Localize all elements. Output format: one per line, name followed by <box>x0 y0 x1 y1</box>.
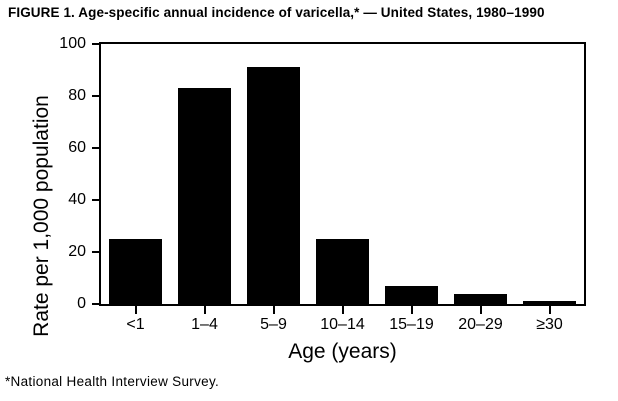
bar <box>177 88 232 304</box>
y-tick-label: 20 <box>68 243 86 260</box>
bar <box>108 239 163 304</box>
y-tick-mark <box>92 43 99 45</box>
y-tick-mark <box>92 303 99 305</box>
bar-slot-5–9 <box>239 44 308 304</box>
x-tick-label: ≥30 <box>536 316 563 333</box>
x-tick-label: 20–29 <box>458 316 503 333</box>
y-tick-label: 80 <box>68 87 86 104</box>
y-tick-mark <box>92 199 99 201</box>
x-tick-slot <box>446 306 515 314</box>
x-tick-mark <box>479 306 482 314</box>
bar-slot-20–29 <box>446 44 515 304</box>
x-tick-label: 10–14 <box>320 316 365 333</box>
bar-slot-<1 <box>101 44 170 304</box>
x-tick-mark <box>134 306 137 314</box>
x-tick-slot <box>170 306 239 314</box>
y-tick-label: 100 <box>59 35 86 52</box>
bar <box>522 301 577 304</box>
x-tick-label: <1 <box>126 316 145 333</box>
x-tick-mark <box>341 306 344 314</box>
plot-area <box>99 42 586 306</box>
x-tick-label: 15–19 <box>389 316 434 333</box>
x-tick-slot <box>515 306 584 314</box>
bar-slot-≥30 <box>515 44 584 304</box>
x-tick-label: 5–9 <box>260 316 287 333</box>
bar-slot-1–4 <box>170 44 239 304</box>
y-tick-mark <box>92 251 99 253</box>
bar <box>315 239 370 304</box>
x-axis-tick-labels: <1 1–4 5–9 10–14 15–19 20–29 ≥30 <box>101 316 584 334</box>
bar-slot-15–19 <box>377 44 446 304</box>
bar <box>246 67 301 304</box>
x-tick-slot <box>377 306 446 314</box>
figure-title: FIGURE 1. Age-specific annual incidence … <box>8 5 545 20</box>
x-tick-mark <box>272 306 275 314</box>
bar <box>453 293 508 304</box>
x-axis-ticks <box>101 306 584 314</box>
y-axis-label: Rate per 1,000 population <box>30 95 53 337</box>
x-tick-mark <box>548 306 551 314</box>
bar <box>384 285 439 304</box>
figure-footnote: *National Health Interview Survey. <box>5 374 220 389</box>
x-tick-mark <box>203 306 206 314</box>
bars-container <box>101 44 584 304</box>
y-tick-label: 60 <box>68 139 86 156</box>
y-tick-label: 0 <box>77 295 86 312</box>
y-axis: Rate per 1,000 population 0 20 40 60 80 100 <box>0 35 99 337</box>
x-tick-slot <box>101 306 170 314</box>
bar-slot-10–14 <box>308 44 377 304</box>
y-tick-mark <box>92 147 99 149</box>
y-tick-mark <box>92 95 99 97</box>
x-tick-label: 1–4 <box>191 316 218 333</box>
y-tick-label: 40 <box>68 191 86 208</box>
x-tick-mark <box>410 306 413 314</box>
x-tick-slot <box>239 306 308 314</box>
x-axis-label: Age (years) <box>288 340 397 363</box>
x-tick-slot <box>308 306 377 314</box>
